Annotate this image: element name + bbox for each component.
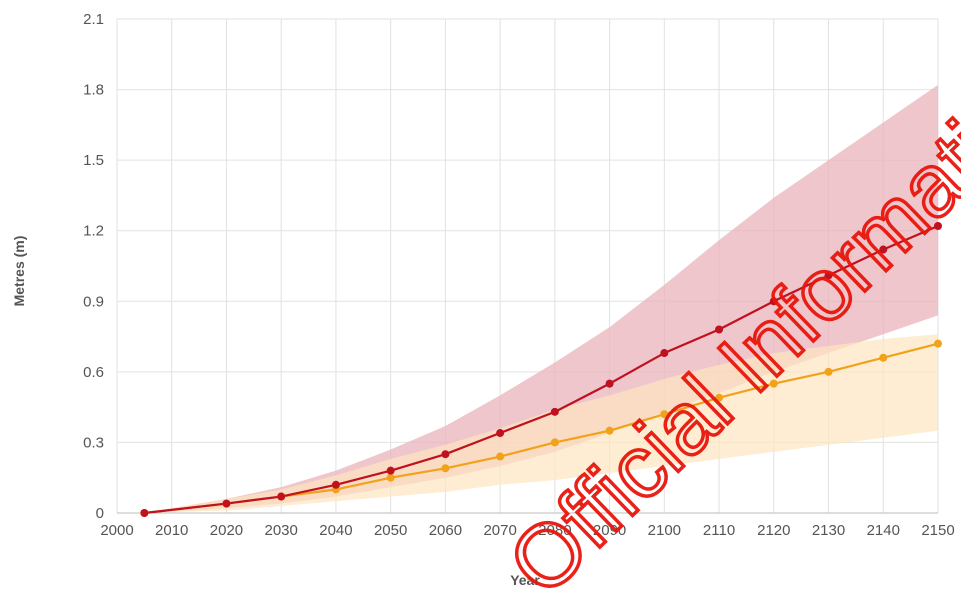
x-axis-title: Year bbox=[510, 572, 540, 588]
series-1-point bbox=[824, 271, 833, 280]
series-2-point bbox=[605, 426, 614, 435]
y-tick-label: 0.9 bbox=[83, 293, 104, 310]
y-axis-title: Metres (m) bbox=[11, 236, 27, 307]
x-tick-label: 2000 bbox=[100, 522, 133, 539]
y-axis-ticks: 0 0.3 0.6 0.9 1.2 1.5 1.8 2.1 bbox=[83, 11, 104, 522]
x-tick-label: 2120 bbox=[757, 522, 790, 539]
series-2-point bbox=[769, 379, 778, 388]
series-1-point bbox=[879, 245, 888, 254]
y-tick-label: 0.6 bbox=[83, 364, 104, 381]
x-tick-label: 2040 bbox=[319, 522, 352, 539]
x-tick-label: 2020 bbox=[210, 522, 243, 539]
series-1-point bbox=[441, 450, 450, 459]
series-1-point bbox=[496, 429, 505, 438]
series-2-point bbox=[496, 452, 505, 461]
series-1-point bbox=[715, 325, 724, 334]
series-2-point bbox=[441, 464, 450, 473]
series-2-point bbox=[879, 353, 888, 362]
series-2-point bbox=[550, 438, 559, 447]
x-tick-label: 2150 bbox=[921, 522, 954, 539]
series-2-point bbox=[386, 473, 395, 482]
y-tick-label: 2.1 bbox=[83, 11, 104, 28]
y-tick-label: 1.5 bbox=[83, 152, 104, 169]
series-1-point bbox=[550, 407, 559, 416]
x-tick-label: 2010 bbox=[155, 522, 188, 539]
series-2-point bbox=[660, 410, 669, 419]
x-axis-ticks: 2000 2010 2020 2030 2040 2050 2060 2070 2080 2090… bbox=[100, 522, 954, 539]
y-tick-label: 1.8 bbox=[83, 82, 104, 99]
x-tick-label: 2060 bbox=[429, 522, 462, 539]
x-tick-label: 2090 bbox=[593, 522, 626, 539]
x-tick-label: 2130 bbox=[812, 522, 845, 539]
x-tick-label: 2030 bbox=[265, 522, 298, 539]
x-tick-label: 2050 bbox=[374, 522, 407, 539]
series-1-point bbox=[222, 499, 231, 508]
series-1-point bbox=[386, 466, 395, 475]
series-1-point bbox=[140, 509, 149, 517]
series-points bbox=[140, 222, 942, 517]
y-tick-label: 0 bbox=[96, 505, 104, 522]
y-tick-label: 0.3 bbox=[83, 434, 104, 451]
x-tick-label: 2100 bbox=[648, 522, 681, 539]
series-1-point bbox=[331, 480, 340, 489]
y-tick-label: 1.2 bbox=[83, 223, 104, 240]
series-2-band bbox=[144, 334, 938, 513]
series-1-point bbox=[277, 492, 286, 501]
x-tick-label: 2140 bbox=[867, 522, 900, 539]
x-tick-label: 2070 bbox=[483, 522, 516, 539]
series-1-point bbox=[605, 379, 614, 388]
series-1-point bbox=[660, 349, 669, 358]
series-2-point bbox=[715, 393, 724, 402]
series-1-point bbox=[934, 222, 942, 231]
x-tick-label: 2110 bbox=[703, 522, 735, 539]
x-tick-label: 2080 bbox=[538, 522, 571, 539]
series-2-point bbox=[934, 339, 942, 348]
series-2-point bbox=[824, 367, 833, 376]
series-1-point bbox=[769, 297, 778, 306]
